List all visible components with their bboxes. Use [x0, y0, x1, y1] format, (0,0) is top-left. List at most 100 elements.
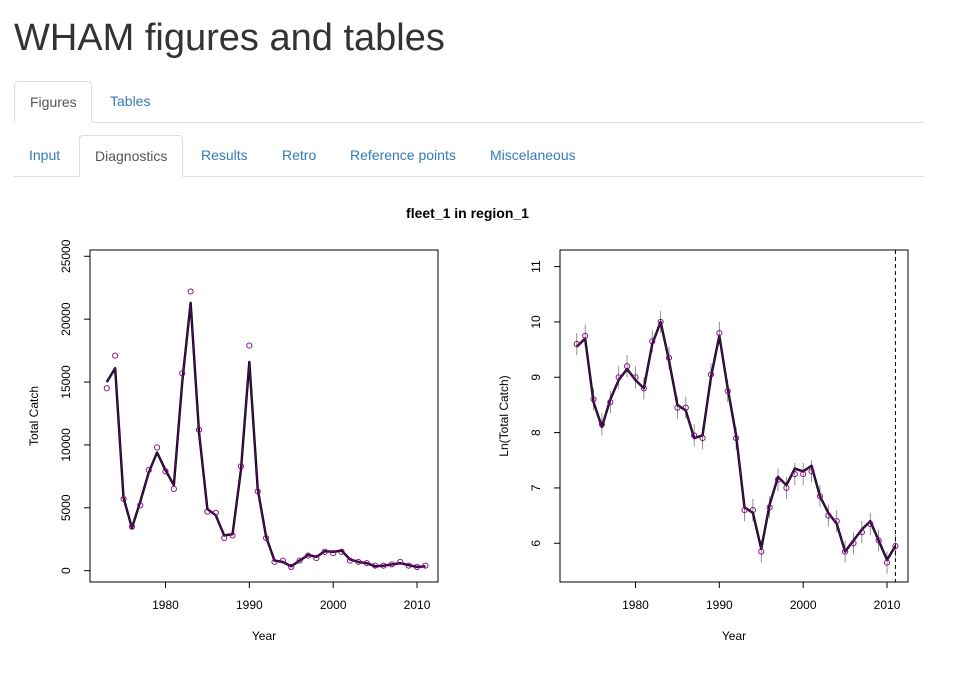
- catch-observed-point: [212, 509, 219, 516]
- log-catch-observed-point: [682, 404, 689, 411]
- catch-observed-point: [372, 562, 379, 569]
- log-catch-y-tick-label: 11: [529, 260, 543, 273]
- log-catch-observed-point: [632, 374, 639, 381]
- catch-observed-point: [321, 548, 328, 555]
- log-catch-observed-point: [598, 421, 605, 428]
- tab-input[interactable]: Input: [29, 147, 61, 163]
- catch-observed-point: [413, 563, 421, 570]
- log-catch-x-tick-label: 2010: [874, 598, 901, 612]
- log-catch-y-tick-label: 10: [529, 315, 543, 329]
- catch-y-tick-label: 0: [59, 567, 73, 574]
- catch-observed-point: [288, 563, 295, 570]
- log-catch-observed-point: [624, 363, 631, 370]
- catch-x-tick-label: 1980: [152, 598, 179, 612]
- log-catch-observed-point: [783, 484, 790, 491]
- catch-observed-point: [221, 534, 228, 542]
- log-catch-x-tick-label: 1990: [706, 598, 733, 612]
- log-catch-plot-frame: [559, 249, 909, 583]
- log-catch-y-tick-label: 8: [529, 429, 543, 436]
- page-title: WHAM figures and tables: [14, 17, 445, 59]
- tab-retro[interactable]: Retro: [282, 147, 317, 163]
- log-catch-observed-point: [825, 512, 832, 519]
- catch-observed-point: [246, 342, 253, 349]
- log-catch-y-tick-label: 6: [529, 540, 543, 547]
- catch-y-tick-label: 10000: [59, 428, 73, 462]
- figure-title: fleet_1 in region_1: [406, 205, 529, 221]
- catch-observed-point: [154, 444, 161, 451]
- catch-observed-point: [179, 370, 186, 377]
- log-catch-observed-point: [716, 329, 723, 337]
- log-catch-observed-point: [816, 493, 824, 500]
- log-catch-observed-point: [607, 399, 614, 406]
- log-catch-observed-point: [758, 548, 765, 555]
- catch-predicted-line: [105, 301, 426, 569]
- log-catch-x-tick-label: 2000: [790, 598, 817, 612]
- catch-predicted-line-overlay: [106, 302, 426, 568]
- catch-observed-point: [162, 468, 169, 475]
- log-catch-y-tick-label: 7: [529, 484, 543, 491]
- log-catch-observed-point: [615, 374, 622, 381]
- catch-observed-point: [103, 385, 110, 392]
- log-catch-observed-point: [808, 468, 815, 475]
- catch-observed-point: [330, 550, 337, 557]
- catch-plot-frame: [89, 249, 439, 583]
- catch-y-tick-label: 5000: [59, 494, 73, 521]
- catch-x-tick-label: 1990: [236, 598, 263, 612]
- catch-observed-point: [397, 558, 404, 565]
- log-catch-observed-point: [573, 341, 580, 348]
- log-catch-observed-point: [724, 388, 731, 395]
- catch-y-tick-label: 25000: [59, 239, 73, 273]
- catch-observed-point: [296, 557, 303, 564]
- catch-y-tick-label: 20000: [59, 302, 73, 336]
- catch-observed-point: [254, 488, 261, 495]
- figure-category-tabs: Input Diagnostics Results Retro Referenc…: [14, 135, 924, 177]
- log-catch-observed-point: [892, 542, 899, 550]
- log-catch-x-axis-label: Year: [722, 629, 746, 643]
- catch-x-tick-label: 2010: [404, 598, 431, 612]
- catch-observed-point: [170, 485, 177, 492]
- tab-results[interactable]: Results: [201, 147, 248, 163]
- catch-observed-point: [145, 467, 152, 474]
- catch-observed-point: [380, 562, 387, 569]
- total-catch-plot: 1980 1990 2000 2010 0 5000 10000 15000 20000 2500…: [27, 239, 439, 643]
- catch-observed-point: [263, 534, 270, 542]
- tab-diagnostics[interactable]: Diagnostics: [79, 135, 183, 177]
- log-catch-observed-point: [699, 435, 706, 442]
- log-catch-observed-point: [707, 371, 714, 378]
- catch-observed-point: [346, 557, 354, 564]
- catch-x-tick-label: 2000: [320, 598, 347, 612]
- catch-observed-point: [271, 558, 278, 565]
- catch-observed-point: [363, 560, 370, 567]
- log-catch-observed-point: [649, 338, 656, 345]
- tab-figures[interactable]: Figures: [14, 81, 92, 123]
- catch-x-axis-label: Year: [252, 629, 276, 643]
- catch-observed-point: [304, 552, 312, 559]
- catch-observed-point: [422, 562, 429, 569]
- log-catch-observed-point: [883, 559, 891, 566]
- log-catch-observed-point: [691, 432, 698, 439]
- log-catch-observed-point: [766, 504, 773, 511]
- catch-observed-point: [128, 523, 135, 530]
- catch-observed-point: [388, 561, 395, 568]
- tab-tables[interactable]: Tables: [110, 93, 151, 109]
- log-catch-observed-point: [657, 318, 664, 325]
- log-catch-observed-point: [842, 548, 849, 555]
- tab-reference-points[interactable]: Reference points: [350, 147, 456, 163]
- catch-observed-point: [204, 508, 211, 515]
- log-catch-observed-point: [875, 537, 882, 544]
- log-catch-observed-point: [674, 404, 681, 411]
- log-catch-observed-point: [858, 529, 865, 536]
- catch-observed-point: [313, 555, 320, 562]
- catch-observed-point: [355, 558, 362, 565]
- log-catch-observed-point: [749, 507, 756, 514]
- log-catch-y-tick-label: 9: [529, 374, 543, 381]
- log-catch-observed-point: [733, 435, 740, 442]
- log-catch-observed-point: [800, 471, 807, 478]
- catch-observed-point: [112, 352, 119, 359]
- catch-y-axis-label: Total Catch: [27, 386, 41, 446]
- catch-observed-point: [279, 557, 286, 564]
- log-catch-observed-point: [590, 396, 597, 403]
- log-catch-x-tick-label: 1980: [622, 598, 649, 612]
- tab-miscelaneous[interactable]: Miscelaneous: [490, 147, 576, 163]
- log-catch-observed-point: [640, 385, 647, 392]
